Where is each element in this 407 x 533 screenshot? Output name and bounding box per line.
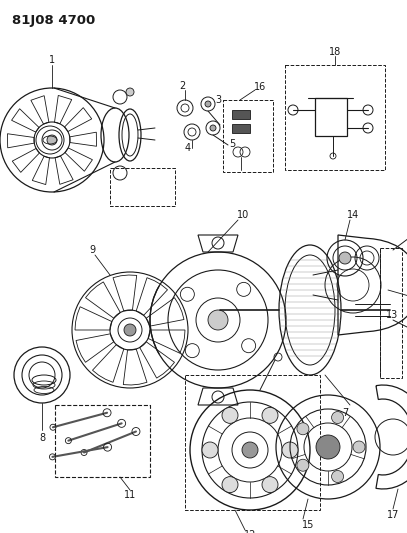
Text: 16: 16	[254, 82, 266, 92]
Text: 7: 7	[342, 408, 348, 418]
Circle shape	[47, 135, 57, 145]
Bar	[232, 124, 250, 133]
Circle shape	[262, 477, 278, 492]
Circle shape	[222, 407, 238, 423]
Circle shape	[124, 324, 136, 336]
Bar	[232, 110, 250, 119]
Circle shape	[316, 435, 340, 459]
Bar	[55, 405, 150, 477]
Circle shape	[353, 441, 365, 453]
Circle shape	[202, 442, 218, 458]
Bar	[315, 98, 347, 136]
Text: 18: 18	[329, 47, 341, 57]
Text: 1: 1	[49, 55, 55, 65]
Text: 12: 12	[244, 530, 256, 533]
Text: 4: 4	[185, 143, 191, 153]
Text: 11: 11	[124, 490, 136, 500]
Bar	[285, 65, 385, 170]
Text: 81J08 4700: 81J08 4700	[12, 14, 95, 27]
Text: 15: 15	[302, 520, 314, 530]
Circle shape	[210, 125, 216, 131]
Circle shape	[297, 459, 309, 471]
Circle shape	[339, 252, 351, 264]
Text: 9: 9	[89, 245, 95, 255]
Text: 2: 2	[179, 81, 185, 91]
Circle shape	[262, 407, 278, 423]
Bar	[380, 248, 402, 378]
Circle shape	[332, 411, 344, 424]
Bar	[110, 168, 175, 206]
Bar	[223, 100, 273, 172]
Circle shape	[126, 88, 134, 96]
Circle shape	[208, 310, 228, 330]
Circle shape	[297, 423, 309, 435]
Text: 13: 13	[386, 310, 398, 320]
Circle shape	[282, 442, 298, 458]
Text: 14: 14	[347, 210, 359, 220]
Text: 8: 8	[39, 433, 45, 443]
Text: 5: 5	[229, 139, 235, 149]
Bar	[185, 375, 320, 510]
Circle shape	[205, 101, 211, 107]
Circle shape	[332, 471, 344, 482]
Text: 10: 10	[237, 210, 249, 220]
Text: 3: 3	[215, 95, 221, 105]
Circle shape	[242, 442, 258, 458]
Circle shape	[222, 477, 238, 492]
Text: 17: 17	[387, 510, 399, 520]
